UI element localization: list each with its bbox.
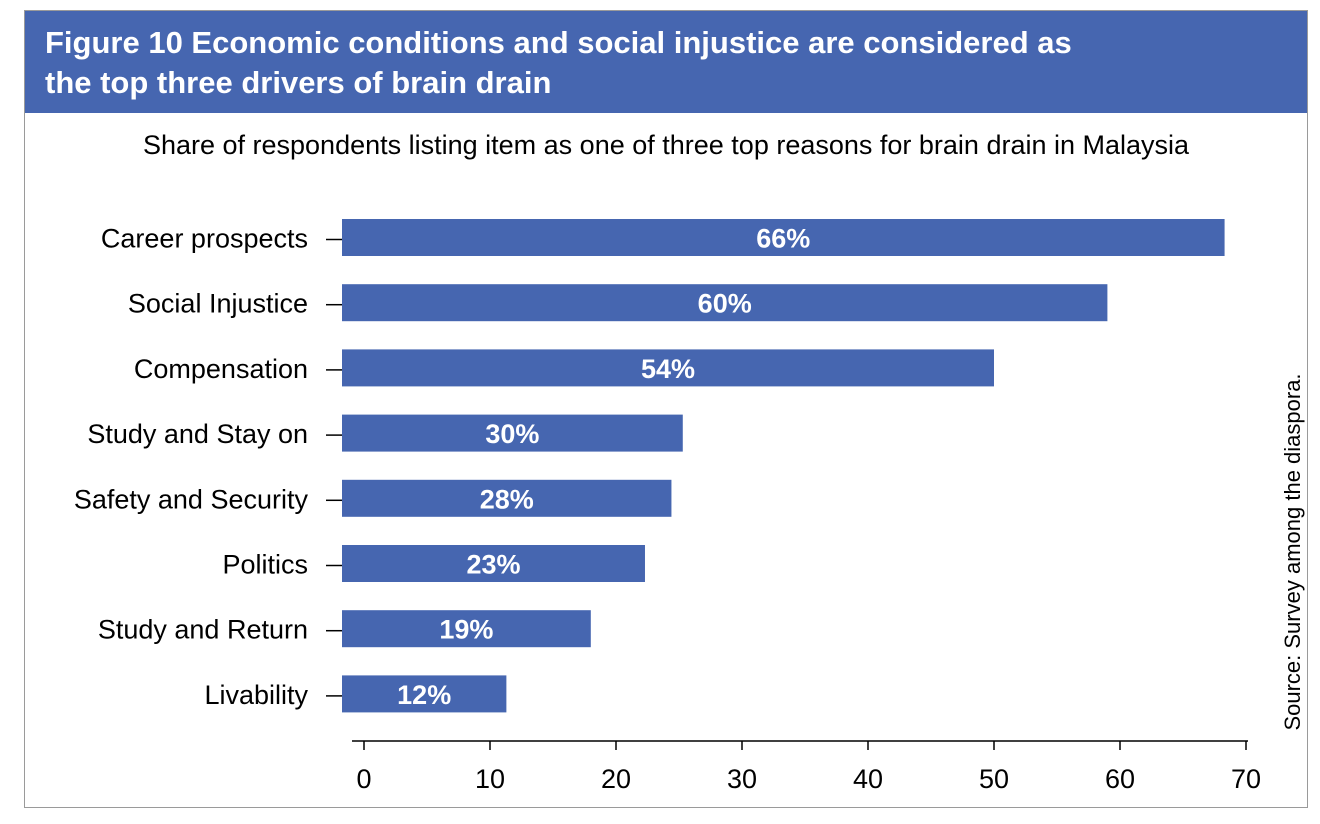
bar-data-label: 23% — [466, 550, 520, 580]
x-tick-label: 50 — [979, 764, 1009, 794]
bar — [342, 414, 683, 452]
bar-data-label: 30% — [485, 419, 539, 449]
x-tick-label: 30 — [727, 764, 757, 794]
category-label: Politics — [222, 550, 308, 580]
x-tick-label: 10 — [475, 764, 505, 794]
x-tick-label: 70 — [1231, 764, 1261, 794]
bar — [342, 479, 672, 517]
category-label: Study and Return — [98, 615, 308, 645]
category-label: Study and Stay on — [87, 419, 308, 449]
bar-data-label: 12% — [397, 680, 451, 710]
x-tick-label: 60 — [1105, 764, 1135, 794]
category-label: Social Injustice — [128, 289, 308, 319]
category-label: Safety and Security — [74, 484, 309, 514]
bar — [342, 545, 645, 582]
chart-subtitle: Share of respondents listing item as one… — [142, 130, 1190, 160]
category-label: Livability — [204, 680, 308, 710]
bar-data-label: 19% — [439, 615, 493, 645]
bar — [342, 675, 507, 713]
bar-data-label: 66% — [756, 224, 810, 254]
figure-title-line-2: the top three drivers of brain drain — [45, 65, 552, 100]
bar — [342, 284, 1108, 322]
bar-data-label: 54% — [641, 354, 695, 384]
bar-data-label: 60% — [698, 289, 752, 319]
source-note: Source: Survey among the diaspora. — [1280, 373, 1305, 731]
bar-data-label: 28% — [480, 484, 534, 514]
category-label: Compensation — [134, 354, 308, 384]
x-tick-label: 40 — [853, 764, 883, 794]
bar — [342, 349, 994, 387]
x-tick-label: 20 — [601, 764, 631, 794]
figure-title-line-1: Figure 10 Economic conditions and social… — [45, 25, 1072, 60]
figure-title-band: Figure 10 Economic conditions and social… — [25, 11, 1307, 113]
x-tick-label: 0 — [356, 764, 371, 794]
bar — [342, 219, 1225, 256]
figure-frame — [24, 10, 1308, 808]
bar — [342, 610, 591, 648]
category-label: Career prospects — [101, 224, 308, 254]
